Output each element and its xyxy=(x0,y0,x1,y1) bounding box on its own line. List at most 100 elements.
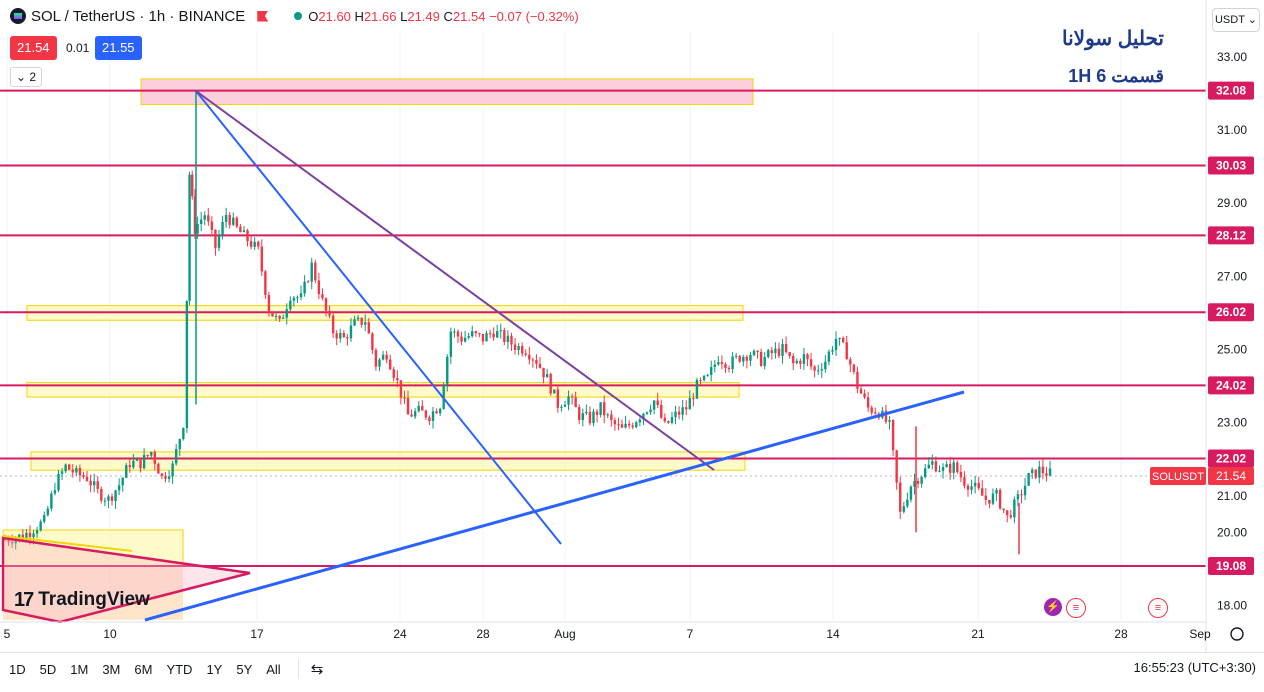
event-lightning-icon[interactable]: ⚡ xyxy=(1044,598,1062,616)
clock[interactable]: 16:55:23 (UTC+3:30) xyxy=(1133,660,1256,675)
range-button-1m[interactable]: 1M xyxy=(70,661,89,677)
candle-body xyxy=(1016,494,1020,500)
candle-body xyxy=(749,354,752,361)
symbol-tag-label: SOLUSDT xyxy=(1152,471,1204,483)
candle-body xyxy=(335,333,338,339)
buy-button[interactable]: 21.55 xyxy=(95,36,142,60)
candle-body xyxy=(995,489,998,494)
time-tick-label: Aug xyxy=(554,627,575,641)
candle-body xyxy=(399,380,403,398)
candle-body xyxy=(85,476,89,481)
candle-body xyxy=(110,496,114,501)
range-button-all[interactable]: All xyxy=(266,661,281,677)
candle-body xyxy=(474,331,477,334)
range-button-3m[interactable]: 3M xyxy=(102,661,121,677)
candle-body xyxy=(817,370,820,372)
candle-body xyxy=(802,354,806,364)
candle-body xyxy=(396,377,399,381)
annotation-title: تحلیل سولانا xyxy=(1062,28,1164,50)
indicators-toggle-button[interactable]: ⌄ 2 xyxy=(10,67,42,87)
candle-body xyxy=(257,241,260,247)
candle-body xyxy=(21,534,25,540)
candle-body xyxy=(742,356,745,362)
candle-body xyxy=(638,419,642,423)
candle-body xyxy=(71,469,74,473)
candle-body xyxy=(792,355,795,364)
candle-body xyxy=(53,490,57,494)
candle-body xyxy=(895,450,898,483)
candle-body xyxy=(135,458,139,461)
candle-body xyxy=(203,215,206,220)
candle-body xyxy=(913,480,916,487)
candle-body xyxy=(941,467,945,471)
ohlc-values: O21.60 H21.66 L21.49 C21.54 −0.07 (−0.32… xyxy=(308,8,579,24)
candle-body xyxy=(588,411,592,424)
candle-body xyxy=(924,468,927,478)
candle-body xyxy=(406,398,410,415)
candle-body xyxy=(271,312,274,317)
candle-body xyxy=(991,493,995,504)
candle-body xyxy=(460,336,463,342)
level-price-label: 28.12 xyxy=(1216,228,1246,242)
candle-body xyxy=(328,310,331,316)
event-us-flag-icon-2[interactable]: ≡ xyxy=(1148,598,1168,618)
date-range-icon[interactable]: ⇆ xyxy=(310,661,324,678)
candle-body xyxy=(299,293,303,298)
range-button-5d[interactable]: 5D xyxy=(39,661,57,677)
candle-body xyxy=(717,361,720,365)
candle-body xyxy=(578,407,581,421)
candle-body xyxy=(164,475,167,479)
candle-body xyxy=(1048,468,1052,476)
candle-body xyxy=(253,241,256,247)
candle-body xyxy=(410,414,413,417)
currency-select[interactable]: USDT ⌄ xyxy=(1212,8,1260,32)
candle-body xyxy=(553,389,556,394)
candle-body xyxy=(89,480,92,486)
candle-body xyxy=(977,482,980,489)
range-button-6m[interactable]: 6M xyxy=(134,661,153,677)
price-tick-label: 25.00 xyxy=(1217,343,1247,357)
candle-body xyxy=(185,300,189,428)
candle-body xyxy=(556,389,560,408)
event-us-flag-icon[interactable]: ≡ xyxy=(1066,598,1086,618)
candle-body xyxy=(221,221,224,236)
candle-body xyxy=(96,481,99,489)
candle-body xyxy=(856,371,859,389)
candle-body xyxy=(142,454,146,469)
range-button-ytd[interactable]: YTD xyxy=(166,661,193,677)
chart-candles xyxy=(3,89,1052,555)
level-price-label: 24.02 xyxy=(1216,378,1246,392)
candle-body xyxy=(471,331,474,337)
time-axis[interactable]: 5 10 17 24 28 Aug 7 14 21 28 Sep xyxy=(0,621,1244,641)
price-axis[interactable]: 33.00 31.00 29.00 27.00 25.00 23.00 21.00 20.00… xyxy=(1150,0,1254,652)
candle-body xyxy=(371,333,374,350)
candle-body xyxy=(670,417,674,423)
candle-body xyxy=(324,298,328,311)
tradingview-logo[interactable]: 17 TradingView xyxy=(14,588,150,612)
candle-body xyxy=(528,354,531,360)
candle-body xyxy=(282,317,285,319)
range-button-1y[interactable]: 1Y xyxy=(206,661,223,677)
range-button-1d[interactable]: 1D xyxy=(9,661,26,677)
symbol-header[interactable]: SOL / TetherUS · 1h · BINANCE O21.60 H21… xyxy=(0,0,579,32)
candle-body xyxy=(481,334,485,342)
candle-body xyxy=(909,486,913,500)
candle-body xyxy=(631,425,634,428)
candle-body xyxy=(32,533,35,537)
candle-body xyxy=(763,357,766,366)
candle-body xyxy=(845,342,848,360)
candle-body xyxy=(859,388,863,394)
symbol-title[interactable]: SOL / TetherUS · 1h · BINANCE xyxy=(31,7,246,25)
candle-body xyxy=(685,407,688,410)
flag-icon[interactable] xyxy=(257,10,269,22)
candle-body xyxy=(1020,494,1023,496)
settings-gear-icon xyxy=(1230,627,1244,641)
range-button-5y[interactable]: 5Y xyxy=(236,661,253,677)
trendline-support xyxy=(144,390,965,622)
candle-body xyxy=(592,411,595,424)
price-tick-label: 29.00 xyxy=(1217,196,1247,210)
sell-button[interactable]: 21.54 xyxy=(10,36,57,60)
candle-body xyxy=(92,481,96,486)
candle-body xyxy=(635,422,638,428)
